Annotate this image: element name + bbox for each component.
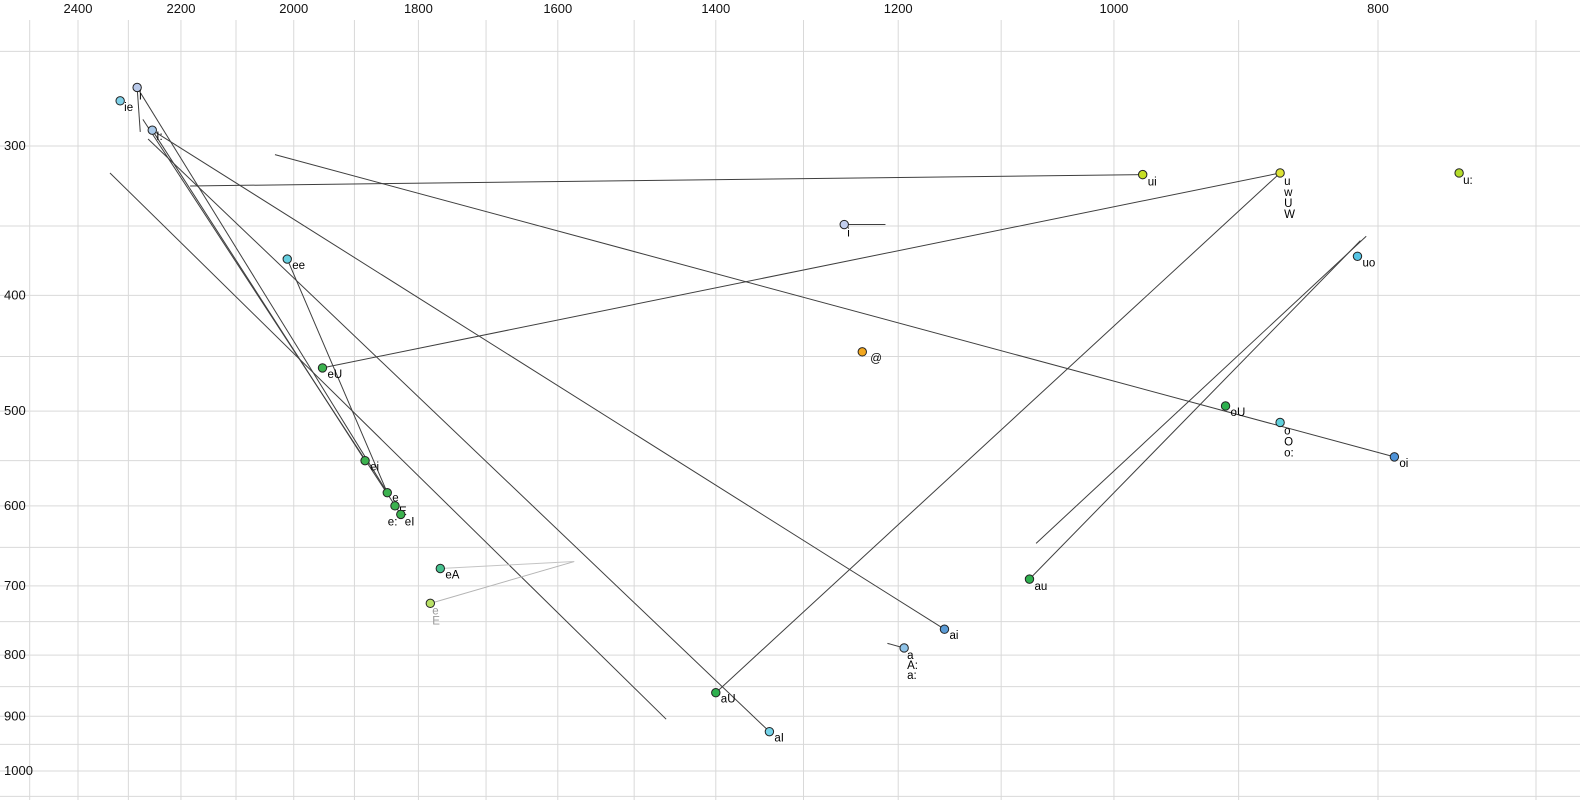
vowel-label-u: w [1283, 187, 1293, 199]
vowel-point-ai [764, 726, 775, 737]
trajectory-line-ui-trajectory [190, 174, 1143, 187]
vowel-label-a: A: [907, 660, 918, 672]
trajectory-line-ai-trajectory [147, 138, 770, 733]
vowel-label-o: o: [1284, 447, 1294, 459]
x-tick-label: 1800 [404, 1, 433, 16]
trajectory-line-oi-trajectory [274, 154, 1395, 458]
vowel-point-uo [1352, 251, 1363, 261]
vowel-label-ai: aI [774, 733, 784, 745]
vowel-point-ou [1220, 401, 1231, 411]
vowel-label-e-gray: e [432, 605, 438, 617]
vowel-label-uo: uo [1362, 257, 1375, 269]
x-tick-label: 1000 [1099, 1, 1128, 16]
trajectory-line-ea-gray-trajectory [440, 561, 575, 570]
vowel-point-o [1275, 417, 1285, 428]
vowel-label-u: U [1284, 198, 1292, 210]
vowel-label-o: o [1284, 425, 1290, 437]
x-tick-label: 2200 [167, 1, 196, 16]
vowel-point-i-long [147, 125, 157, 135]
x-tick-label: 2000 [279, 1, 308, 16]
vowel-label-o: O [1284, 436, 1293, 448]
x-tick-label: 1400 [701, 1, 730, 16]
y-tick-label: 800 [4, 647, 26, 662]
trajectory-line-ee-trajectory [286, 258, 388, 493]
trajectory-line-au-trajectory [1029, 240, 1361, 580]
vowel-point-u-long [1454, 168, 1464, 178]
y-tick-label: 500 [4, 403, 26, 418]
trajectory-line-au-trajectory [715, 172, 1281, 694]
y-tick-label: 600 [4, 498, 26, 513]
vowel-point-eu [317, 363, 328, 373]
vowel-point-e-gray [425, 598, 436, 609]
vowel-label-ie: ie [124, 102, 133, 114]
vowel-label-ai: ai [949, 630, 958, 642]
vowel-label-u: u [1284, 176, 1290, 188]
vowel-point-i-mid [839, 219, 849, 230]
vowel-label-e: e [392, 493, 398, 505]
vowel-label-au: aU [721, 694, 736, 706]
vowel-point-ea [435, 563, 446, 574]
vowel-point-e-long [396, 509, 406, 520]
y-tick-label: 400 [4, 287, 26, 302]
vowel-point-ee [282, 254, 292, 264]
vowel-point-a [899, 643, 909, 653]
x-tick-label: 1200 [884, 1, 913, 16]
x-tick-label: 1600 [543, 1, 572, 16]
y-tick-label: 700 [4, 578, 26, 593]
y-tick-label: 1000 [4, 763, 33, 778]
y-tick-label: 900 [4, 708, 26, 723]
trajectory-line-ei-trajectory [142, 119, 402, 515]
vowel-label-i-long: I: [156, 131, 162, 143]
vowel-label-i: i [139, 90, 142, 102]
vowel-point-ei [360, 455, 370, 466]
vowel-label-a: a [907, 650, 914, 662]
vowel-label-eu: eU [327, 369, 342, 381]
trajectory-line-long-diagonal [109, 172, 667, 720]
vowel-point-e [390, 501, 400, 511]
trajectory-line-ie-trajectory [136, 87, 388, 493]
vowel-label-u: W [1284, 209, 1295, 221]
trajectory-line-eu-trajectory [322, 172, 1281, 369]
trajectory-line-e-gray-trajectory [430, 561, 575, 604]
x-tick-label: 2400 [64, 1, 93, 16]
vowel-point-au [711, 688, 721, 698]
vowel-label-schwa: @ [870, 353, 882, 365]
vowel-label-i-mid: i [847, 228, 850, 240]
vowel-label-e-gray: E [432, 615, 440, 627]
vowel-label-e-long: e: [388, 516, 398, 528]
vowel-point-ai [939, 624, 950, 634]
vowel-label-u-long: u: [1463, 175, 1473, 187]
vowel-label-e-long: eI [405, 516, 415, 528]
x-tick-label: 800 [1367, 1, 1389, 16]
y-tick-label: 300 [4, 138, 26, 153]
vowel-label-ea: eA [445, 570, 459, 582]
trajectory-line-uo-trajectory [1035, 235, 1367, 544]
vowel-label-a: a: [907, 670, 917, 682]
vowel-label-ei: ei [370, 462, 379, 474]
vowel-label-ui: ui [1148, 177, 1157, 189]
vowel-point-au [1024, 574, 1035, 584]
vowel-point-i [132, 82, 142, 93]
vowel-point-schwa [857, 347, 867, 357]
vowel-label-ou: oU [1231, 407, 1246, 419]
vowel-label-au: au [1034, 581, 1047, 593]
vowel-point-ui [1137, 169, 1148, 180]
vowel-label-ee: ee [292, 260, 305, 272]
vowel-point-e [382, 487, 392, 498]
vowel-point-ie [115, 96, 125, 106]
vowel-label-oi: oi [1399, 458, 1408, 470]
vowel-point-u [1275, 168, 1285, 178]
vowel-point-oi [1389, 452, 1400, 462]
trajectory-line-i-top-tick [136, 87, 141, 133]
trajectory-line-ai-trajectory [152, 129, 945, 630]
